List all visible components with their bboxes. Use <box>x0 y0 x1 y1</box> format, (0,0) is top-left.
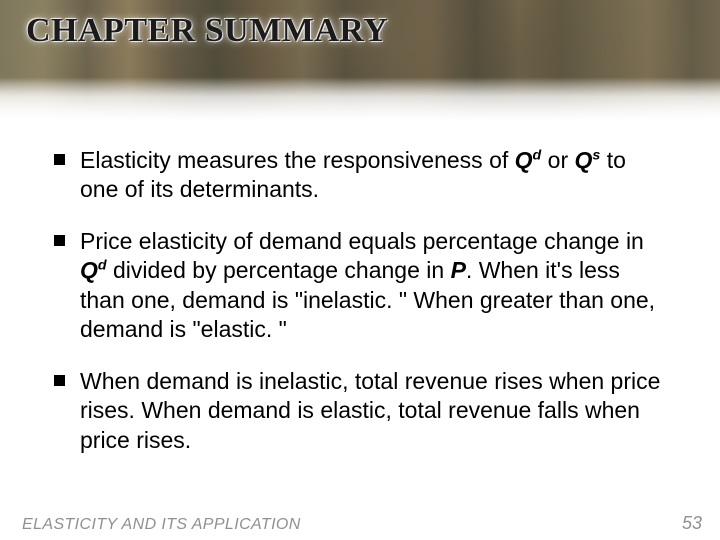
slide-footer: ELASTICITY AND ITS APPLICATION 53 <box>0 513 720 534</box>
bullet-item: When demand is inelastic, total revenue … <box>52 367 668 455</box>
bullet-item: Elasticity measures the responsiveness o… <box>52 146 668 205</box>
content-area: Elasticity measures the responsiveness o… <box>0 120 720 455</box>
page-title: CHAPTER SUMMARY <box>26 12 388 50</box>
banner-image: CHAPTER SUMMARY <box>0 0 720 120</box>
footer-chapter-label: ELASTICITY AND ITS APPLICATION <box>22 516 301 534</box>
bullet-item: Price elasticity of demand equals percen… <box>52 227 668 345</box>
bullet-list: Elasticity measures the responsiveness o… <box>52 146 668 455</box>
footer-page-number: 53 <box>682 513 702 534</box>
